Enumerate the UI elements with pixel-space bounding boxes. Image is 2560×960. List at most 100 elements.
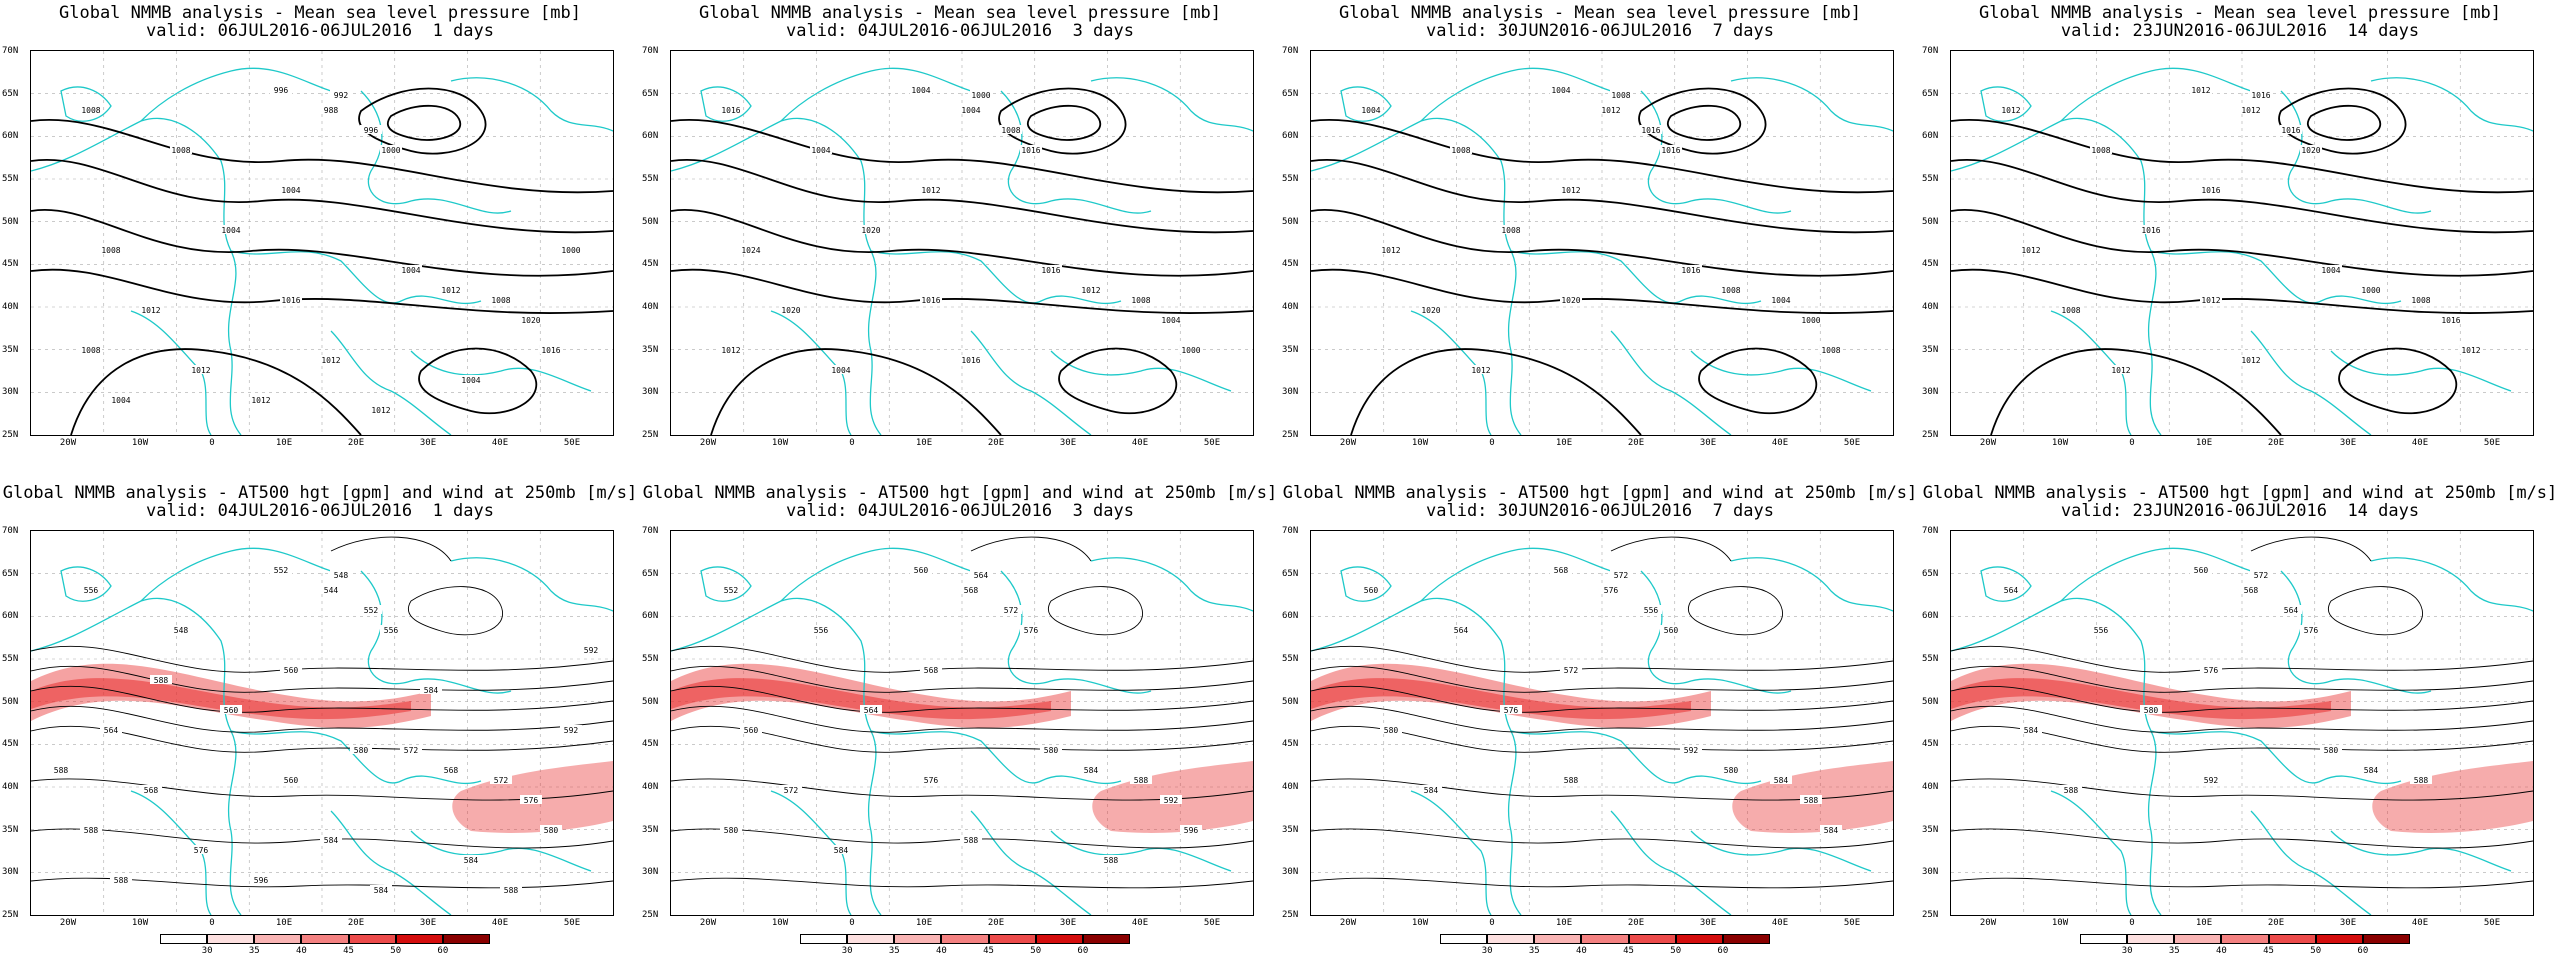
contour-label: 564 (974, 571, 989, 580)
contour-label-bg (1680, 745, 1702, 754)
longitude-tick: 20W (1979, 918, 1997, 928)
colorbar-swatch (207, 934, 255, 944)
colorbar-tick: 40 (936, 946, 947, 956)
longitude-tick: 10E (275, 918, 293, 928)
latitude-tick: 30N (1922, 387, 1939, 398)
coastline (870, 250, 1122, 305)
contour-label-bg (1080, 285, 1102, 294)
contour-label: 560 (1664, 626, 1679, 635)
contour-label-bg (560, 725, 582, 734)
contour-label-bg (1770, 295, 1792, 304)
longitude-tick: 30E (2339, 438, 2357, 448)
isoline (1951, 209, 2533, 277)
contour-label-bg (1560, 775, 1582, 784)
jet-wind-shading (31, 678, 411, 720)
colorbar-tick: 30 (201, 946, 213, 956)
longitude-tick: 30E (419, 438, 437, 448)
contour-label: 1004 (811, 146, 830, 155)
contour-label: 584 (374, 886, 389, 895)
contour-label-bg (540, 825, 562, 834)
colorbar-swatch (2362, 934, 2410, 944)
contour-label-bg (1380, 245, 1402, 254)
contour-label-bg (320, 585, 342, 594)
contour-label-bg (960, 355, 982, 364)
map-panel-2: Global NMMB analysis - Mean sea level pr… (640, 0, 1280, 480)
contour-label-bg (360, 125, 382, 134)
latitude-tick: 55N (642, 654, 659, 664)
colorbar-tick: 60 (437, 946, 449, 956)
coastline (970, 330, 1092, 435)
colorbar-tick: 35 (888, 946, 900, 956)
latitude-tick: 35N (642, 344, 659, 355)
coastline (31, 597, 242, 915)
contour-label-bg (2000, 105, 2022, 114)
contour-label-bg (910, 85, 932, 94)
contour-label: 580 (354, 746, 369, 755)
colorbar-swatch (1722, 934, 1770, 944)
map-area: 1008 1008 996 992 988 996 1000 1004 1004 1008 1012… (30, 50, 614, 436)
contour-label: 1012 (1081, 286, 1100, 295)
contour-label: 564 (864, 706, 879, 715)
isoline (970, 536, 1092, 562)
coastline (1311, 117, 1522, 435)
contour-label-bg (1130, 295, 1152, 304)
contour-label-bg (250, 875, 272, 884)
contour-label: 576 (2204, 666, 2219, 675)
coastline (410, 350, 592, 392)
contour-label: 1016 (2201, 186, 2220, 195)
contour-label: 1008 (2061, 306, 2080, 315)
contour-label-bg (1550, 565, 1572, 574)
contour-label-bg (2190, 565, 2212, 574)
contour-label: 1008 (2091, 146, 2110, 155)
coastline (970, 810, 1092, 915)
contour-label-bg (1020, 625, 1042, 634)
latitude-tick: 50N (2, 696, 19, 707)
isoline (1350, 348, 1642, 435)
coastline (60, 566, 112, 602)
contour-label-bg (1360, 585, 1382, 594)
contour-label: 1016 (2281, 126, 2300, 135)
longitude-tick: 20E (347, 918, 365, 928)
colorbar-tick: 35 (2168, 946, 2180, 956)
contour-label: 1024 (741, 246, 760, 255)
latitude-tick: 60N (1282, 131, 1299, 142)
latitude-tick: 25N (642, 910, 659, 920)
contour-label-bg (1800, 795, 1822, 804)
contour-label: 1004 (911, 86, 930, 95)
coastline (1951, 117, 2162, 435)
contour-label-bg (1680, 265, 1702, 274)
isoline (358, 87, 487, 155)
panel-title: Global NMMB analysis - AT500 hgt [gpm] a… (1282, 483, 1918, 503)
latitude-tick: 25N (2, 430, 19, 440)
map-canvas: 552 556 560 564 568 572 576 568 564 560 572 576 580 5… (671, 531, 1253, 915)
contour-label: 1008 (1821, 346, 1840, 355)
contour-label: 1008 (1131, 296, 1150, 305)
isoline (1951, 159, 2533, 234)
colorbar-swatch (2127, 934, 2175, 944)
latitude-tick: 60N (2, 611, 19, 622)
contour-label: 1000 (381, 146, 400, 155)
isoline (1311, 268, 1893, 314)
latitude-tick: 65N (1922, 88, 1939, 99)
contour-label: 584 (424, 686, 439, 695)
longitude-tick: 50E (1203, 918, 1221, 928)
contour-label: 584 (1774, 776, 1789, 785)
contour-label-bg (560, 245, 582, 254)
contour-label-bg (740, 725, 762, 734)
colorbar-tick: 45 (1623, 946, 1634, 956)
latitude-tick: 70N (1282, 46, 1299, 56)
coastline (870, 730, 1122, 785)
contour-label-bg (400, 745, 422, 754)
colorbar-swatch (2315, 934, 2363, 944)
isoline (386, 104, 462, 141)
contour-label: 568 (924, 666, 939, 675)
contour-label: 584 (324, 836, 339, 845)
longitude-tick: 20W (1979, 438, 1997, 448)
coastline (230, 250, 482, 305)
contour-label-bg (910, 565, 932, 574)
contour-label: 996 (364, 126, 379, 135)
contour-label: 576 (1504, 706, 1519, 715)
latitude-tick: 35N (642, 824, 659, 835)
contour-label-bg (810, 145, 832, 154)
latitude-tick: 45N (1282, 739, 1299, 750)
